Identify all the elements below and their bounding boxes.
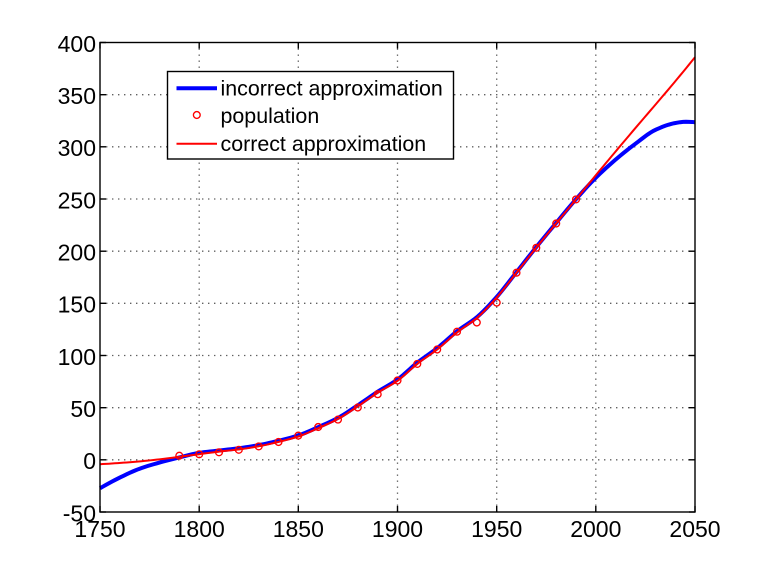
svg-text:1800: 1800 <box>174 516 225 542</box>
svg-text:250: 250 <box>58 187 96 213</box>
svg-text:400: 400 <box>58 31 96 57</box>
svg-text:0: 0 <box>83 448 96 474</box>
svg-text:1900: 1900 <box>372 516 423 542</box>
svg-text:50: 50 <box>70 396 96 422</box>
svg-text:100: 100 <box>58 344 96 370</box>
svg-text:200: 200 <box>58 240 96 266</box>
svg-text:2050: 2050 <box>669 516 720 542</box>
svg-text:1750: 1750 <box>74 516 125 542</box>
svg-text:incorrect approximation: incorrect approximation <box>221 76 443 100</box>
svg-text:1850: 1850 <box>273 516 324 542</box>
svg-text:150: 150 <box>58 292 96 318</box>
svg-text:2000: 2000 <box>570 516 621 542</box>
svg-text:-50: -50 <box>63 500 96 526</box>
svg-text:population: population <box>221 104 320 128</box>
svg-text:300: 300 <box>58 135 96 161</box>
svg-text:1950: 1950 <box>471 516 522 542</box>
svg-text:350: 350 <box>58 83 96 109</box>
svg-text:correct approximation: correct approximation <box>221 132 427 156</box>
